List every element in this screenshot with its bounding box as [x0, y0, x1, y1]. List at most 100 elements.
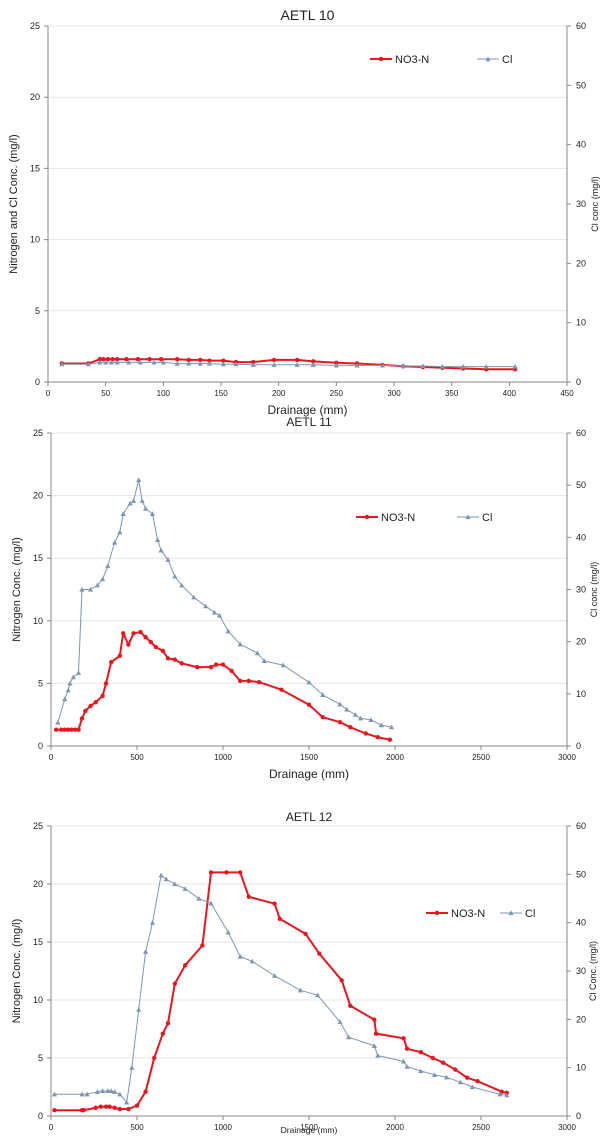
- data-point-cl: [344, 706, 350, 712]
- data-point-no3n: [311, 359, 316, 364]
- data-point-cl: [158, 872, 164, 878]
- y2-tick-label: 40: [576, 532, 586, 542]
- data-point-cl: [457, 1079, 463, 1085]
- data-point-no3n: [93, 1105, 98, 1111]
- data-point-cl: [174, 361, 180, 366]
- x-tick-label: 0: [49, 753, 54, 762]
- data-point-cl: [431, 1072, 438, 1077]
- series-line-cl: [57, 479, 392, 728]
- x-tick-label: 1000: [214, 1123, 232, 1132]
- x-axis-label: Drainage (mm): [281, 1125, 338, 1135]
- data-point-no3n: [165, 1021, 171, 1026]
- series-cl: [59, 359, 518, 369]
- data-point-cl: [179, 582, 185, 588]
- data-point-no3n: [198, 357, 203, 363]
- data-point-cl: [272, 973, 278, 978]
- data-point-no3n: [208, 664, 214, 670]
- data-point-cl: [143, 949, 149, 954]
- y2-tick-label: 10: [576, 689, 586, 699]
- legend-label-cl: Cl: [502, 54, 512, 66]
- data-point-no3n: [98, 1104, 104, 1109]
- data-point-no3n: [246, 678, 251, 684]
- x-tick-label: 1000: [214, 753, 232, 762]
- data-point-cl: [354, 362, 360, 368]
- data-point-no3n: [317, 951, 322, 956]
- data-point-no3n: [337, 720, 343, 725]
- data-point-cl: [143, 506, 149, 511]
- x-axis-label: Drainage (mm): [269, 767, 349, 781]
- series-line-cl: [54, 874, 507, 1103]
- data-point-cl: [127, 500, 133, 506]
- data-point-cl: [254, 650, 260, 656]
- x-tick-label: 350: [445, 389, 459, 398]
- data-point-no3n: [182, 963, 188, 968]
- chart-title: AETL 10: [281, 7, 335, 23]
- legend-label-no3n: NO3-N: [451, 908, 485, 920]
- x-tick-label: 450: [560, 389, 574, 398]
- data-point-cl: [333, 362, 339, 368]
- data-point-cl: [512, 363, 518, 369]
- legend-marker-cl: [465, 514, 471, 520]
- data-point-cl: [216, 612, 223, 618]
- y2-axis-label: Cl Conc. (mg/l): [588, 941, 598, 1001]
- data-point-no3n: [306, 702, 312, 707]
- x-tick-label: 400: [503, 389, 517, 398]
- data-point-cl: [233, 361, 239, 367]
- data-point-cl: [271, 362, 277, 367]
- data-point-no3n: [88, 703, 93, 709]
- data-point-no3n: [115, 357, 120, 362]
- y2-tick-label: 50: [576, 80, 586, 90]
- y-tick-label: 25: [30, 21, 40, 31]
- y-tick-label: 5: [35, 306, 40, 316]
- data-point-cl: [345, 1034, 352, 1040]
- data-point-cl: [124, 1099, 130, 1105]
- data-point-cl: [117, 1091, 123, 1097]
- data-point-no3n: [238, 870, 243, 875]
- data-point-no3n: [126, 1106, 131, 1112]
- data-point-no3n: [103, 1104, 109, 1109]
- data-point-no3n: [52, 1108, 57, 1113]
- x-tick-label: 1500: [300, 753, 318, 762]
- data-point-no3n: [172, 657, 178, 662]
- data-point-cl: [371, 1043, 377, 1048]
- data-point-no3n: [251, 359, 256, 365]
- data-point-cl: [158, 547, 164, 553]
- legend-marker-no3n: [364, 514, 370, 520]
- data-point-no3n: [148, 639, 153, 645]
- data-point-cl: [62, 696, 68, 702]
- data-point-no3n: [272, 901, 277, 906]
- data-point-cl: [172, 881, 178, 887]
- data-point-cl: [105, 563, 111, 569]
- data-point-no3n: [174, 357, 180, 362]
- data-point-cl: [418, 1068, 424, 1074]
- y2-tick-label: 20: [576, 637, 586, 647]
- legend-marker-cl: [508, 910, 514, 916]
- data-point-cl: [136, 477, 142, 483]
- data-point-no3n: [221, 358, 226, 363]
- chart-2: 0 5 10 15 20 25 0 10 20 30 40 50 60 0 500 1000 1500 2000 2…: [11, 415, 599, 781]
- data-point-no3n: [76, 727, 81, 732]
- y-tick-label: 15: [33, 553, 43, 563]
- data-point-no3n: [103, 681, 109, 686]
- data-point-no3n: [117, 1106, 123, 1112]
- y-tick-label: 15: [30, 163, 40, 173]
- y2-tick-label: 10: [576, 318, 586, 328]
- data-point-cl: [358, 715, 364, 721]
- data-point-no3n: [160, 1031, 165, 1036]
- y-tick-label: 5: [38, 1053, 43, 1063]
- data-point-no3n: [179, 661, 184, 666]
- data-point-no3n: [107, 1104, 112, 1109]
- chart-3: 0 5 10 15 20 25 0 10 20 30 40 50 60 0 500 1000 1500 2000 2…: [11, 810, 598, 1135]
- data-point-no3n: [100, 693, 105, 699]
- data-point-cl: [504, 1092, 510, 1098]
- data-point-no3n: [160, 648, 165, 654]
- data-point-cl: [126, 359, 132, 365]
- data-point-cl: [129, 1065, 135, 1070]
- data-point-cl: [368, 717, 374, 722]
- data-point-cl: [108, 1088, 114, 1093]
- data-point-cl: [294, 362, 300, 367]
- data-point-cl: [155, 537, 161, 543]
- data-point-no3n: [131, 631, 136, 636]
- data-point-no3n: [334, 360, 339, 365]
- data-point-no3n: [105, 357, 111, 362]
